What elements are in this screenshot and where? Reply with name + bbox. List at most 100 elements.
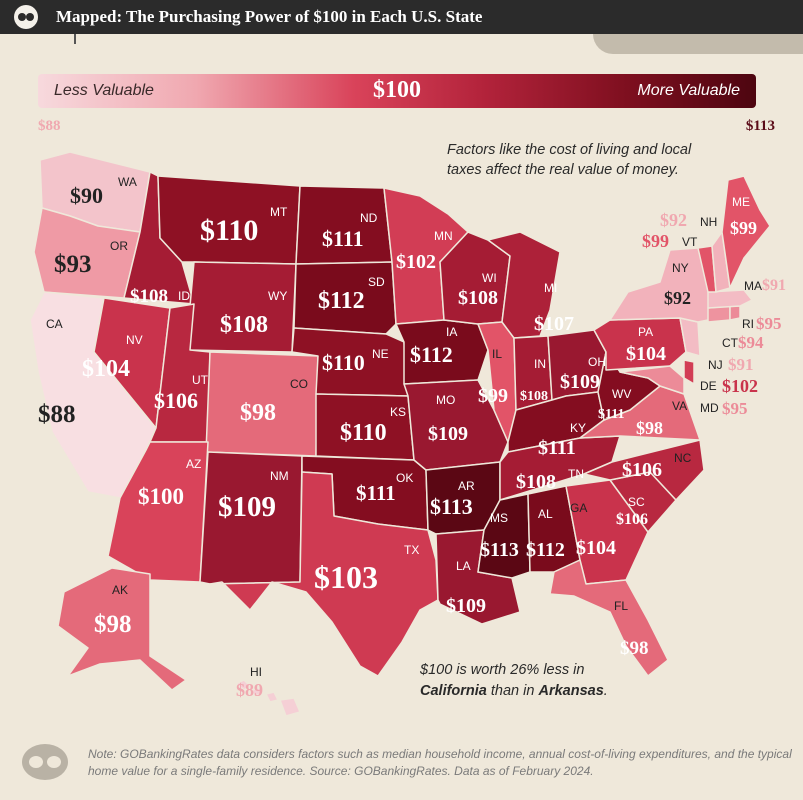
label-value-RI: $95	[756, 314, 782, 333]
label-abbr-NE: NE	[372, 347, 389, 361]
legend-right-label: More Valuable	[637, 82, 740, 99]
label-abbr-KY: KY	[570, 421, 586, 435]
label-abbr-HI: HI	[250, 665, 262, 679]
comparison-prefix: $100 is worth 26% less in	[420, 662, 585, 678]
label-value-PA: $104	[626, 343, 666, 365]
label-abbr-MA: MA	[744, 279, 762, 293]
comparison-end: .	[603, 683, 608, 699]
page-title: Mapped: The Purchasing Power of $100 in …	[56, 7, 483, 26]
label-value-ME: $99	[730, 218, 757, 238]
label-value-OH: $109	[560, 371, 600, 393]
label-abbr-RI: RI	[742, 317, 754, 331]
label-value-CA: $88	[38, 401, 76, 428]
state-FL	[549, 559, 669, 677]
label-abbr-MN: MN	[434, 229, 453, 243]
label-value-KS: $110	[340, 420, 387, 446]
label-value-MO: $109	[428, 423, 468, 445]
label-abbr-WI: WI	[482, 271, 497, 285]
label-abbr-NC: NC	[674, 451, 692, 465]
label-value-AR: $113	[430, 494, 473, 519]
label-value-AK: $98	[94, 611, 132, 638]
value-legend-bar: Less Valuable $100 More Valuable	[38, 74, 756, 108]
label-abbr-ID: ID	[178, 289, 190, 303]
label-value-VA: $98	[636, 418, 663, 438]
title-bar: Mapped: The Purchasing Power of $100 in …	[0, 0, 803, 34]
label-abbr-IA: IA	[446, 325, 457, 339]
label-abbr-KS: KS	[390, 405, 406, 419]
legend-left-label: Less Valuable	[54, 82, 154, 99]
label-value-MD: $95	[722, 399, 748, 418]
label-value-UT: $106	[154, 388, 198, 413]
label-abbr-MO: MO	[436, 393, 455, 407]
state-RI	[729, 305, 741, 321]
label-value-MS: $113	[480, 539, 519, 561]
label-abbr-MD: MD	[700, 401, 719, 415]
factors-caption: Factors like the cost of living and loca…	[447, 142, 692, 178]
decorative-tick	[74, 34, 76, 44]
label-abbr-IN: IN	[534, 357, 546, 371]
label-value-NJ: $91	[728, 355, 754, 374]
label-abbr-AL: AL	[538, 507, 553, 521]
label-abbr-TN: TN	[568, 467, 584, 481]
comparison-mid: than in	[486, 683, 539, 699]
label-value-NH: $92	[660, 210, 687, 230]
state-NC	[583, 439, 705, 501]
label-abbr-GA: GA	[570, 501, 587, 515]
comparison-state-1: California	[420, 683, 487, 699]
label-abbr-WY: WY	[268, 289, 287, 303]
legend-max-label: $113	[745, 118, 775, 134]
state-ND	[295, 185, 393, 265]
label-value-ND: $111	[322, 226, 364, 251]
label-abbr-LA: LA	[456, 559, 471, 573]
label-abbr-AZ: AZ	[186, 457, 201, 471]
state-labels: WA $90 OR $93 CA $88 NV $104 ID $108 MT …	[38, 175, 786, 700]
label-value-NM: $109	[218, 491, 276, 523]
label-value-ID: $108	[130, 286, 168, 307]
brand-logo-icon	[14, 5, 38, 29]
label-abbr-PA: PA	[638, 325, 653, 339]
comparison-caption: $100 is worth 26% less in California tha…	[420, 660, 630, 702]
state-TN	[499, 435, 621, 501]
state-SD	[293, 261, 397, 335]
label-abbr-VT: VT	[682, 235, 698, 249]
label-value-SC: $106	[616, 511, 648, 528]
label-value-MA: $91	[762, 277, 786, 294]
label-abbr-DE: DE	[700, 379, 717, 393]
label-value-FL: $98	[620, 638, 649, 659]
legend-min-label: $88	[38, 118, 61, 134]
label-value-WI: $108	[458, 287, 498, 309]
label-value-WY: $108	[220, 312, 268, 338]
label-value-MN: $102	[396, 251, 436, 273]
decorative-banner	[593, 34, 803, 54]
label-value-TN: $108	[516, 471, 556, 493]
state-WY	[185, 261, 297, 353]
label-abbr-NV: NV	[126, 333, 143, 347]
state-ME	[721, 175, 771, 289]
label-abbr-NY: NY	[672, 261, 689, 275]
label-value-SD: $112	[318, 288, 365, 314]
footer-logo-icon	[22, 744, 68, 780]
label-abbr-TX: TX	[404, 543, 419, 557]
state-MA	[707, 289, 753, 309]
label-abbr-VA: VA	[672, 399, 687, 413]
state-DE	[683, 359, 695, 385]
label-value-IA: $112	[410, 342, 453, 367]
label-abbr-NJ: NJ	[708, 358, 723, 372]
label-abbr-ME: ME	[732, 195, 750, 209]
label-value-MT: $110	[200, 214, 258, 247]
label-value-VT: $99	[642, 231, 669, 251]
label-value-NY: $92	[664, 288, 691, 308]
label-value-NE: $110	[322, 350, 365, 375]
label-abbr-MT: MT	[270, 205, 288, 219]
label-value-DE: $102	[722, 376, 758, 396]
label-abbr-NM: NM	[270, 469, 289, 483]
label-abbr-ND: ND	[360, 211, 378, 225]
source-note: Note: GOBankingRates data considers fact…	[88, 747, 792, 778]
state-NY	[609, 247, 713, 323]
label-value-CO: $98	[240, 400, 276, 426]
label-abbr-CT: CT	[722, 336, 739, 350]
state-AK	[57, 567, 187, 691]
label-abbr-IL: IL	[492, 347, 502, 361]
label-value-WA: $90	[70, 183, 103, 208]
